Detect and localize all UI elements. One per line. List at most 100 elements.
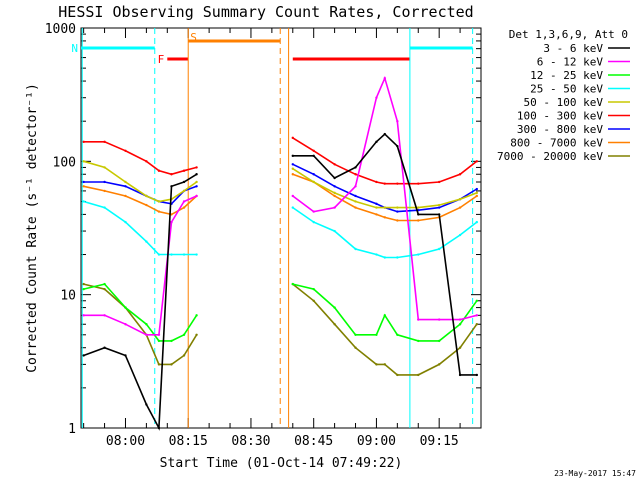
data-point xyxy=(458,173,462,176)
legend-title: Det 1,3,6,9, Att 0 xyxy=(509,28,628,41)
data-point xyxy=(145,160,148,163)
plot-area: 1 10 100 1000 08:00 08:15 08:30 08:45 09:00 09:15… xyxy=(45,22,482,449)
data-point xyxy=(396,119,399,123)
data-point xyxy=(157,253,161,256)
data-point xyxy=(383,256,386,259)
series-line xyxy=(83,173,198,431)
data-point xyxy=(170,339,173,343)
data-point xyxy=(437,363,441,366)
series-line xyxy=(83,283,198,342)
data-point xyxy=(291,163,294,166)
legend-label: 12 - 25 keV xyxy=(530,69,603,82)
data-point xyxy=(354,247,357,251)
data-point xyxy=(103,282,106,286)
data-point xyxy=(291,167,294,170)
data-point xyxy=(475,220,479,224)
data-point xyxy=(383,132,386,136)
data-point xyxy=(103,166,106,169)
data-point xyxy=(312,180,315,184)
plot-frame xyxy=(80,27,482,429)
data-point xyxy=(396,373,399,377)
data-point xyxy=(291,194,294,198)
data-point xyxy=(182,253,186,256)
data-point xyxy=(124,220,127,224)
data-point xyxy=(475,160,479,163)
data-point xyxy=(195,253,198,256)
data-point xyxy=(312,210,315,213)
data-point xyxy=(437,206,441,209)
data-point xyxy=(170,213,173,216)
data-point xyxy=(417,213,420,216)
data-point xyxy=(458,346,462,349)
data-point xyxy=(82,287,85,291)
data-point xyxy=(396,256,399,259)
x-tick-label: 09:15 xyxy=(420,434,459,449)
legend-label: 50 - 100 keV xyxy=(524,96,604,109)
data-point xyxy=(124,194,127,198)
data-point xyxy=(458,233,462,237)
data-point xyxy=(437,213,441,216)
data-point xyxy=(458,373,462,377)
data-point xyxy=(333,185,336,188)
data-point xyxy=(124,180,127,184)
data-point xyxy=(383,206,386,209)
data-point xyxy=(291,154,294,158)
data-point xyxy=(475,323,479,326)
data-point xyxy=(437,339,441,343)
chart-title: HESSI Observing Summary Count Rates, Cor… xyxy=(58,3,473,21)
data-point xyxy=(124,354,127,357)
data-point xyxy=(312,220,315,224)
data-point xyxy=(354,194,357,198)
x-axis-label: Start Time (01-Oct-14 07:49:22) xyxy=(160,456,403,471)
legend-label: 6 - 12 keV xyxy=(537,56,604,69)
y-tick-label: 10 xyxy=(60,289,76,304)
data-point xyxy=(291,206,294,209)
data-point xyxy=(182,189,186,193)
data-point xyxy=(82,282,85,286)
data-point xyxy=(383,216,386,219)
series-line xyxy=(292,168,478,209)
data-point xyxy=(333,306,336,309)
data-point xyxy=(375,140,378,144)
data-point xyxy=(375,363,378,366)
data-point xyxy=(291,282,294,286)
data-point xyxy=(103,189,106,193)
data-point xyxy=(124,306,127,309)
data-point xyxy=(82,200,85,203)
data-point xyxy=(195,173,198,176)
data-point xyxy=(312,149,315,152)
data-point xyxy=(82,314,85,317)
data-point xyxy=(312,173,315,176)
x-tick-label: 09:00 xyxy=(357,434,396,449)
data-point xyxy=(145,323,148,326)
data-point xyxy=(195,166,198,169)
x-tick-label: 08:00 xyxy=(106,434,145,449)
x-tick-label: 08:15 xyxy=(169,434,208,449)
data-point xyxy=(458,206,462,209)
data-point xyxy=(312,154,315,158)
data-point xyxy=(354,166,357,169)
legend-label: 25 - 50 keV xyxy=(530,83,603,96)
data-point xyxy=(182,206,186,209)
data-point xyxy=(475,191,479,195)
data-point xyxy=(475,194,479,198)
data-point xyxy=(396,144,399,148)
data-point xyxy=(396,206,399,209)
data-point xyxy=(195,180,198,184)
data-point xyxy=(103,346,106,349)
data-point xyxy=(182,333,186,337)
data-point xyxy=(82,185,85,188)
data-point xyxy=(145,333,148,337)
series-line xyxy=(83,200,197,256)
series-line xyxy=(292,133,477,376)
data-point xyxy=(437,203,441,207)
data-point xyxy=(437,247,441,251)
data-point xyxy=(312,287,315,291)
data-point xyxy=(145,203,148,207)
data-point xyxy=(170,363,173,366)
series-line xyxy=(292,206,478,259)
series-line xyxy=(292,173,478,222)
x-tick-label: 08:45 xyxy=(294,434,333,449)
data-point xyxy=(354,185,357,188)
